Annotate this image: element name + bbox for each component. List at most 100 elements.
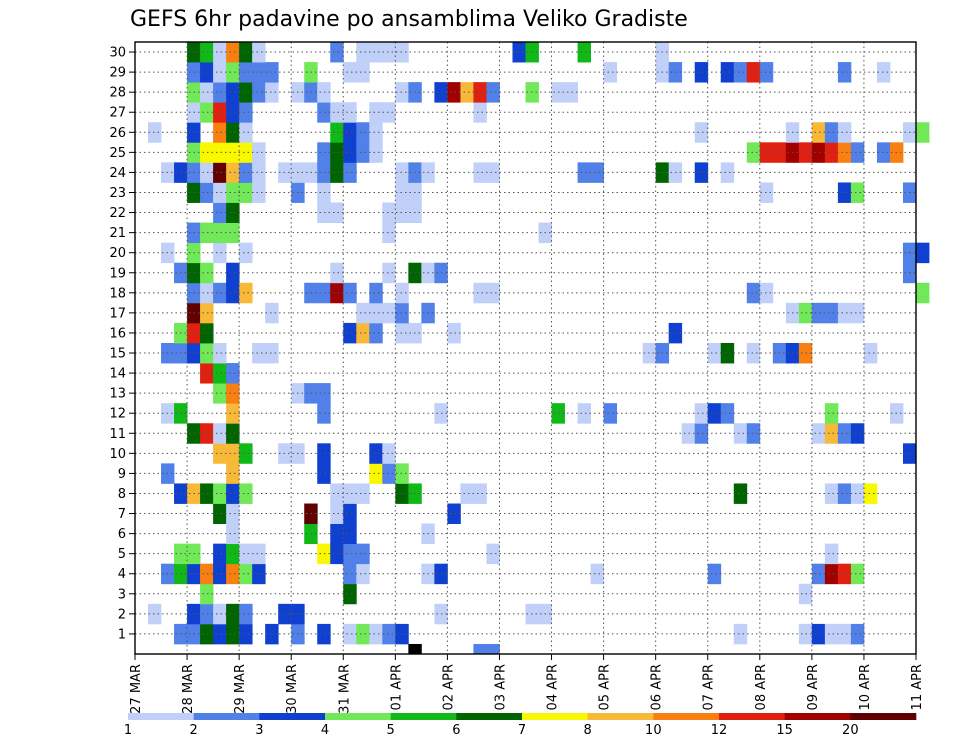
colorbar-label: 20 bbox=[842, 723, 859, 738]
heatmap-cell bbox=[356, 42, 370, 63]
heatmap-cell bbox=[213, 342, 227, 364]
heatmap-cell bbox=[239, 62, 253, 83]
colorbar-swatch bbox=[325, 713, 391, 720]
heatmap-cell bbox=[746, 282, 761, 304]
heatmap-cell bbox=[200, 342, 214, 364]
heatmap-cell bbox=[473, 483, 487, 504]
heatmap-cell bbox=[369, 322, 383, 344]
heatmap-cell bbox=[369, 122, 383, 143]
heatmap-cell bbox=[395, 322, 409, 344]
heatmap-cell bbox=[733, 423, 748, 444]
heatmap-cell bbox=[863, 483, 878, 504]
heatmap-cell bbox=[213, 483, 227, 504]
heatmap-cell bbox=[239, 102, 253, 123]
heatmap-cell bbox=[824, 563, 839, 585]
x-axis: 27 MAR 28 MAR 29 MAR 30 MAR 31 MAR 01 APR 02 A… bbox=[129, 654, 925, 714]
heatmap-cell bbox=[239, 282, 253, 304]
heatmap-cell bbox=[395, 623, 409, 645]
heatmap-cell bbox=[213, 122, 227, 143]
heatmap-cell bbox=[916, 282, 930, 304]
heatmap-cell bbox=[226, 543, 240, 565]
heatmap-cell bbox=[265, 623, 279, 645]
heatmap-cell bbox=[811, 142, 826, 163]
heatmap-cell bbox=[252, 62, 266, 83]
heatmap-cell bbox=[330, 523, 344, 545]
y-tick-label: 15 bbox=[109, 347, 126, 362]
heatmap-cell bbox=[473, 102, 487, 123]
colorbar-swatch bbox=[193, 713, 260, 720]
heatmap-cell bbox=[733, 483, 748, 504]
heatmap-cell bbox=[200, 162, 214, 183]
colorbar-swatch bbox=[390, 713, 457, 720]
heatmap-cell bbox=[252, 162, 266, 183]
heatmap-cell bbox=[850, 563, 865, 585]
heatmap-cell bbox=[226, 282, 240, 304]
heatmap-cell bbox=[200, 82, 214, 103]
heatmap-cell bbox=[356, 62, 370, 83]
heatmap-cell bbox=[200, 142, 214, 163]
y-axis: 1234567891011121314151617181920212223242… bbox=[109, 46, 135, 642]
heatmap-cell bbox=[850, 623, 865, 645]
y-tick-label: 1 bbox=[118, 627, 126, 642]
heatmap-cell bbox=[863, 342, 878, 364]
heatmap-cell bbox=[720, 342, 735, 364]
heatmap-cell bbox=[473, 643, 487, 655]
heatmap-cell bbox=[746, 142, 761, 163]
heatmap-cell bbox=[200, 583, 214, 605]
colorbar-swatch bbox=[784, 713, 851, 720]
colorbar-swatch bbox=[719, 713, 785, 720]
heatmap-cell bbox=[811, 423, 826, 444]
heatmap-cell bbox=[330, 42, 344, 63]
colorbar: 1 2 3 4 5 6 7 8 10 12 15 20 bbox=[124, 713, 917, 738]
heatmap-cell bbox=[356, 483, 370, 504]
heatmap-cell bbox=[200, 322, 214, 344]
heatmap-cell bbox=[213, 242, 227, 264]
heatmap-cell bbox=[213, 142, 227, 163]
heatmap-cell bbox=[369, 443, 383, 464]
heatmap-cell bbox=[200, 102, 214, 123]
heatmap-cell bbox=[447, 82, 461, 103]
chart-title: GEFS 6hr padavine po ansamblima Veliko G… bbox=[130, 7, 688, 32]
heatmap-cell bbox=[213, 222, 227, 244]
heatmap-cell bbox=[486, 643, 500, 655]
heatmap-cell bbox=[213, 543, 227, 565]
x-tick-label: 11 APR bbox=[910, 664, 925, 710]
heatmap-cell bbox=[239, 122, 253, 143]
heatmap-cell bbox=[317, 463, 331, 484]
heatmap-cell bbox=[226, 603, 240, 625]
y-tick-label: 7 bbox=[118, 507, 126, 522]
heatmap-cell bbox=[486, 162, 500, 183]
heatmap-cell bbox=[200, 282, 214, 304]
heatmap-cell bbox=[317, 102, 331, 123]
heatmap-cell bbox=[226, 222, 240, 244]
heatmap-cell bbox=[213, 282, 227, 304]
heatmap-cell bbox=[252, 543, 266, 565]
heatmap-cell bbox=[317, 82, 331, 103]
heatmap-cell bbox=[837, 563, 852, 585]
heatmap-cell bbox=[850, 182, 865, 203]
heatmap-cell bbox=[239, 182, 253, 203]
heatmap-cell bbox=[837, 122, 852, 143]
y-tick-label: 11 bbox=[109, 427, 126, 442]
heatmap-cell bbox=[239, 162, 253, 183]
heatmap-cell bbox=[239, 483, 253, 504]
heatmap-cell bbox=[811, 302, 826, 324]
heatmap-cell bbox=[330, 102, 344, 123]
x-tick-label: 04 APR bbox=[546, 664, 561, 710]
heatmap-cell bbox=[226, 623, 240, 645]
x-tick-label: 05 APR bbox=[598, 664, 613, 710]
heatmap-cell bbox=[395, 82, 409, 103]
heatmap-cell bbox=[213, 202, 227, 223]
heatmap-cell bbox=[916, 122, 930, 143]
y-tick-label: 18 bbox=[109, 286, 126, 301]
heatmap-cell bbox=[382, 443, 396, 464]
heatmap-cell bbox=[577, 42, 591, 63]
heatmap-cell bbox=[356, 563, 370, 585]
heatmap-cell bbox=[213, 182, 227, 203]
heatmap-cell bbox=[226, 162, 240, 183]
heatmap-cell bbox=[356, 122, 370, 143]
heatmap-cell bbox=[226, 423, 240, 444]
heatmap-cell bbox=[837, 623, 852, 645]
y-tick-label: 12 bbox=[109, 407, 126, 422]
colorbar-swatch bbox=[850, 713, 917, 720]
